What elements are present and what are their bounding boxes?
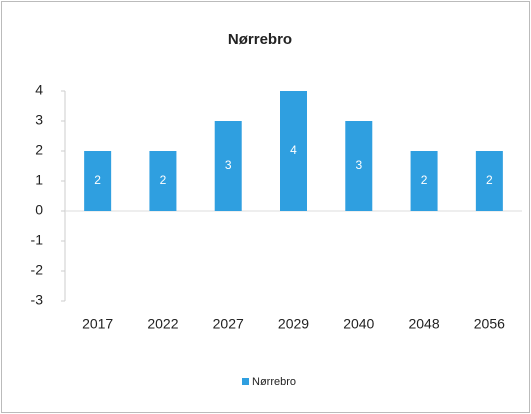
data-label: 2 — [421, 173, 428, 187]
bar — [149, 151, 177, 211]
y-tick-label: 2 — [35, 142, 43, 158]
y-tick-label: -2 — [31, 262, 44, 278]
y-tick-label: -3 — [31, 292, 44, 308]
data-label: 2 — [486, 173, 493, 187]
x-tick-label: 2056 — [474, 316, 505, 332]
bar — [214, 121, 242, 211]
x-tick-label: 2027 — [213, 316, 244, 332]
bar — [345, 121, 373, 211]
bar — [280, 91, 307, 211]
y-tick-label: 0 — [35, 202, 43, 218]
y-tick-label: 3 — [35, 112, 43, 128]
legend-label: Nørrebro — [252, 376, 296, 388]
bar — [475, 151, 503, 211]
y-tick-label: -1 — [31, 232, 44, 248]
x-tick-label: 2048 — [408, 316, 439, 332]
chart-title: Nørrebro — [228, 31, 292, 48]
x-tick-label: 2029 — [278, 316, 309, 332]
y-tick-label: 1 — [35, 172, 43, 188]
x-tick-label: 2040 — [343, 316, 374, 332]
legend-swatch — [242, 378, 249, 385]
data-label: 2 — [160, 173, 167, 187]
bar — [84, 151, 112, 211]
y-tick-label: 4 — [35, 82, 43, 98]
data-label: 3 — [225, 158, 232, 172]
bar — [410, 151, 438, 211]
x-tick-label: 2017 — [82, 316, 113, 332]
x-tick-label: 2022 — [147, 316, 178, 332]
data-label: 3 — [355, 158, 362, 172]
data-label: 2 — [94, 173, 101, 187]
data-label: 4 — [290, 143, 297, 157]
